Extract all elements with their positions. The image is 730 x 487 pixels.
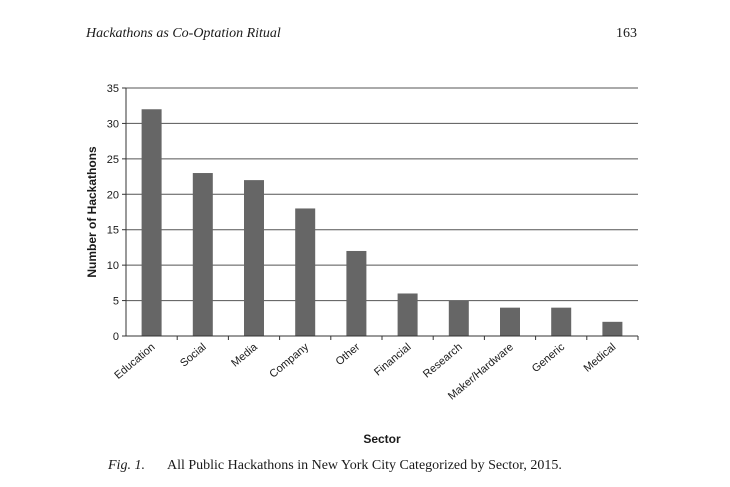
x-category-label: Social (178, 341, 209, 369)
y-tick-label: 30 (107, 118, 119, 130)
bar-chart: 0 5 10 15 20 25 30 35 Education Social Media Compan… (85, 83, 639, 446)
x-category-label: Research (421, 341, 465, 380)
bar (141, 109, 162, 336)
axes (122, 87, 639, 340)
y-tick-label: 25 (107, 154, 119, 166)
bar (397, 293, 418, 336)
bar (551, 307, 572, 336)
labels: 0 5 10 15 20 25 30 35 Education Social Media Compan… (107, 83, 619, 403)
x-axis-title: Sector (363, 432, 401, 446)
y-tick-label: 20 (107, 189, 119, 201)
x-category-label: Education (112, 341, 157, 382)
x-category-label: Company (267, 341, 311, 381)
bars (141, 109, 623, 336)
x-category-label: Media (229, 341, 260, 370)
bar (244, 180, 264, 336)
y-tick-label: 0 (113, 331, 119, 343)
y-tick-label: 10 (107, 260, 119, 272)
figure-caption-text: All Public Hackathons in New York City C… (166, 458, 562, 473)
bar (192, 173, 213, 336)
x-category-label: Other (334, 341, 363, 368)
page-number: 163 (616, 26, 637, 41)
figure-number: Fig. 1. (108, 458, 145, 473)
y-tick-label: 15 (107, 225, 119, 237)
y-tick-label: 35 (107, 83, 119, 95)
y-tick-label: 5 (113, 296, 119, 308)
bar (602, 321, 623, 336)
x-category-label: Generic (530, 341, 568, 375)
bar (500, 307, 520, 336)
bar (448, 300, 469, 336)
x-category-label: Financial (372, 341, 413, 378)
running-head: Hackathons as Co-Optation Ritual (86, 26, 281, 41)
y-axis-title: Number of Hackathons (85, 146, 99, 278)
x-category-label: Medical (582, 341, 619, 375)
bar (346, 250, 367, 336)
figure-caption: Fig. 1. All Public Hackathons in New York… (108, 458, 562, 474)
bar (295, 208, 316, 336)
